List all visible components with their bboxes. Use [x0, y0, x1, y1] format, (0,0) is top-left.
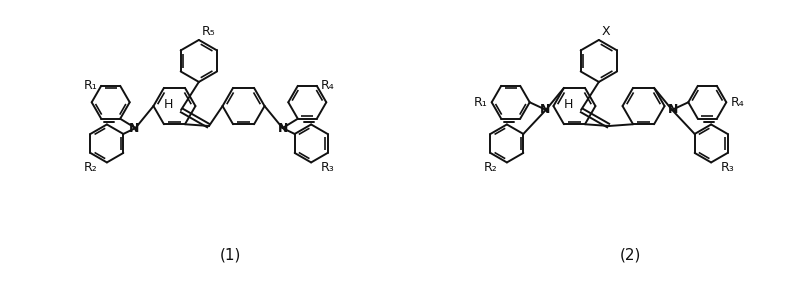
Text: R₁: R₁ — [83, 79, 98, 92]
Text: R₃: R₃ — [321, 161, 334, 174]
Text: H: H — [164, 98, 173, 111]
Text: H: H — [564, 98, 573, 111]
Text: (1): (1) — [219, 248, 241, 263]
Text: X: X — [602, 26, 610, 39]
Text: R₃: R₃ — [721, 161, 734, 174]
Text: N: N — [278, 121, 289, 135]
Text: R₁: R₁ — [474, 96, 488, 109]
Text: R₄: R₄ — [730, 96, 744, 109]
Text: R₂: R₂ — [83, 161, 98, 174]
Text: R₄: R₄ — [321, 79, 334, 92]
Text: N: N — [668, 103, 678, 116]
Text: N: N — [130, 121, 140, 135]
Text: R₂: R₂ — [483, 161, 498, 174]
Text: N: N — [540, 103, 550, 116]
Text: R₅: R₅ — [202, 26, 216, 39]
Text: (2): (2) — [619, 248, 641, 263]
